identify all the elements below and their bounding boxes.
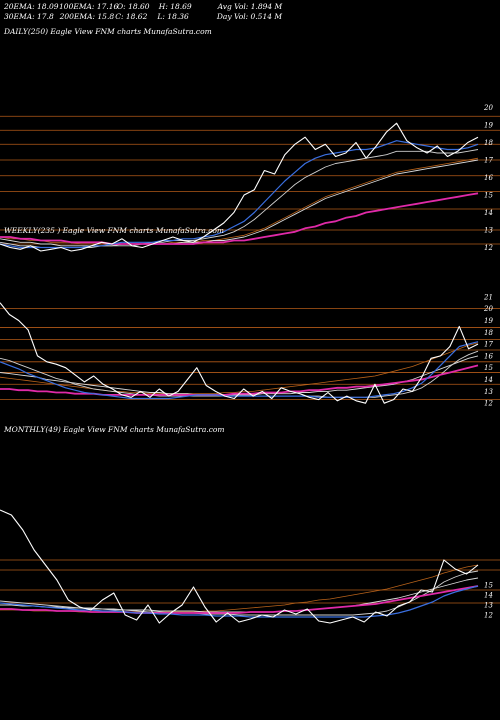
y-tick-label: 13: [484, 602, 493, 610]
ema20-line: [0, 140, 479, 249]
y-tick-label: 13: [484, 227, 493, 235]
high-readout: H: 18.69: [158, 2, 192, 11]
ema30-line: [0, 570, 479, 616]
price-line: [0, 122, 479, 252]
ema20-readout: 20EMA: 18.09: [4, 2, 59, 11]
daily-chart: 20 19 18 17 16 15 14 13 12: [0, 104, 500, 252]
y-tick-label: 12: [484, 244, 493, 252]
y-tick-label: 14: [484, 376, 493, 384]
ema100-line: [0, 159, 479, 247]
y-tick-label: 16: [484, 352, 493, 360]
y-tick-label: 15: [484, 582, 493, 590]
close-readout: C: 18.62: [115, 12, 148, 21]
open-readout: O: 18.60: [117, 2, 150, 11]
y-tick-label: 13: [484, 388, 493, 396]
ema20-line: [0, 585, 479, 618]
y-tick-label: 19: [484, 317, 493, 325]
ema_orange-line: [0, 157, 479, 245]
ema200-line: [0, 192, 479, 245]
y-tick-label: 20: [483, 305, 493, 313]
monthly-chart-title: MONTHLY(49) Eagle View FNM charts Munafa…: [4, 425, 225, 434]
y-tick-label: 14: [484, 209, 493, 217]
ema200-readout: 200EMA: 15.8: [59, 12, 115, 21]
ema200-line: [0, 585, 479, 614]
price-line: [0, 509, 479, 624]
ema_orange-line: [0, 564, 479, 613]
y-tick-label: 21: [483, 293, 493, 301]
monthly-chart: 15 14 13 12: [0, 509, 500, 624]
y-tick-label: 20: [483, 104, 493, 112]
y-tick-label: 14: [484, 592, 493, 600]
daily-chart-title: DAILY(250) Eagle View FNM charts MunafaS…: [4, 27, 212, 36]
y-tick-label: 17: [484, 341, 493, 349]
y-tick-label: 16: [484, 174, 493, 182]
weekly-chart-title: WEEKLY(235 ) Eagle View FNM charts Munaf…: [4, 226, 225, 235]
ema_orange-line: [0, 342, 479, 395]
low-readout: L: 18.36: [157, 12, 189, 21]
day-volume-readout: Day Vol: 0.514 M: [216, 12, 283, 21]
y-tick-label: 15: [484, 364, 493, 372]
ema100-readout: 100EMA: 17.16: [59, 2, 119, 11]
y-tick-label: 19: [484, 122, 493, 130]
y-tick-label: 17: [484, 157, 493, 165]
y-tick-label: 15: [484, 192, 493, 200]
stats-row-1: 20EMA: 18.09 100EMA: 17.16 O: 18.60 H: 1…: [4, 2, 284, 12]
price-line: [0, 302, 479, 404]
y-tick-label: 12: [484, 612, 493, 620]
weekly-chart: 21 20 19 18 17 16 15 14 13 12: [0, 293, 500, 408]
stats-row-2: 30EMA: 17.8 200EMA: 15.8 C: 18.62 L: 18.…: [4, 12, 284, 22]
y-tick-label: 12: [484, 400, 493, 408]
avg-volume-readout: Avg Vol: 1.894 M: [217, 2, 283, 11]
indicator-stats: 20EMA: 18.09 100EMA: 17.16 O: 18.60 H: 1…: [4, 2, 284, 22]
ema20-line: [0, 341, 479, 400]
y-tick-label: 18: [484, 139, 493, 147]
y-tick-label: 18: [484, 329, 493, 337]
ema30-readout: 30EMA: 17.8: [4, 12, 54, 21]
